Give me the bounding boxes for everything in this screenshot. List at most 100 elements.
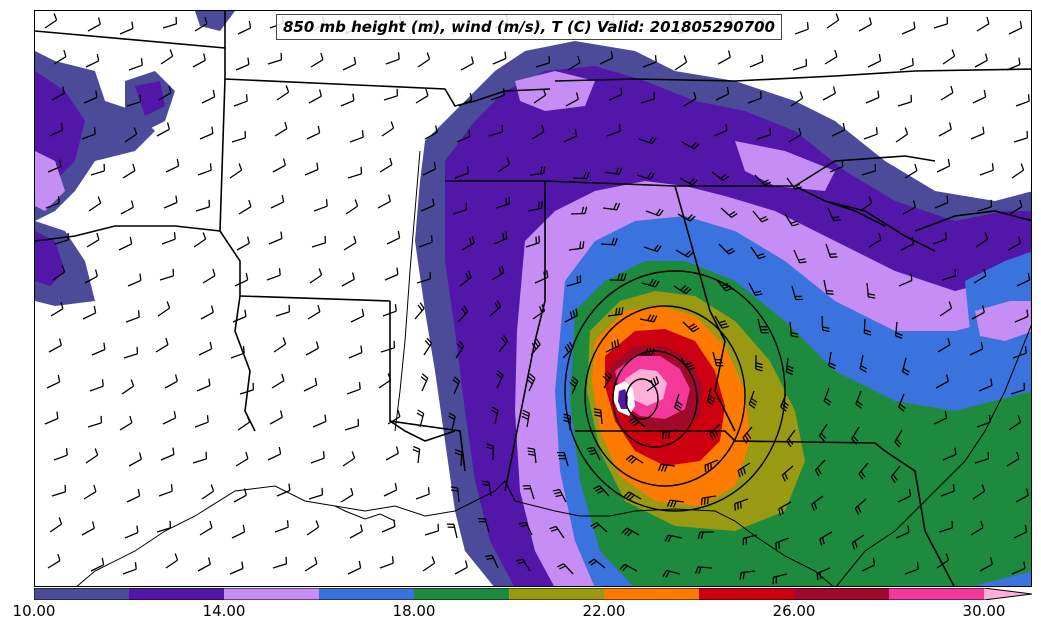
wind-barb (345, 199, 359, 215)
wind-barb (675, 249, 694, 258)
wind-barb (304, 556, 318, 572)
wind-barb (420, 373, 429, 392)
wind-barb (590, 522, 608, 533)
wind-barb (124, 525, 139, 539)
wind-barb (969, 341, 984, 356)
wind-barb (347, 560, 362, 575)
wind-barb (623, 491, 642, 501)
wind-barb (340, 487, 354, 503)
wind-barb (904, 163, 918, 179)
wind-barb (195, 199, 211, 212)
wind-barb (422, 556, 436, 572)
wind-barb (977, 199, 993, 212)
wind-barb (416, 409, 425, 428)
wind-barb (522, 484, 535, 500)
wind-barb (233, 488, 247, 503)
wind-barb (854, 498, 867, 515)
wind-barb (673, 285, 692, 295)
wind-barb (194, 16, 208, 32)
wind-barb (938, 520, 954, 533)
wind-barb (818, 423, 828, 442)
wind-barb (566, 275, 582, 287)
wind-barb (593, 408, 603, 425)
wind-barb (935, 374, 949, 389)
wind-barb (86, 232, 100, 248)
wind-barb (679, 177, 698, 186)
wind-barb (865, 90, 880, 104)
wind-barb (53, 448, 68, 461)
wind-barb (424, 125, 438, 140)
wind-barb (942, 49, 956, 65)
colorbar-bin (34, 588, 130, 600)
wind-barb (446, 523, 458, 539)
wind-barb (557, 563, 574, 575)
wind-barb (664, 534, 683, 543)
colorbar-bin (414, 588, 510, 600)
wind-barb (859, 354, 868, 373)
colorbar-bin (794, 588, 890, 600)
wind-barb (385, 446, 399, 461)
wind-barb (497, 157, 511, 173)
wind-barb (271, 373, 285, 389)
wind-barb (81, 127, 96, 140)
colorbar-bin (509, 588, 605, 600)
wind-barb (231, 130, 247, 143)
wind-barb (52, 265, 66, 281)
wind-barb (239, 382, 255, 395)
wind-barb (785, 357, 794, 376)
wind-barb (165, 158, 180, 173)
wind-barb (53, 49, 67, 65)
wind-barb (521, 409, 530, 428)
wind-barb (515, 558, 531, 572)
wind-barb (423, 337, 433, 356)
wind-barb (1013, 130, 1029, 143)
wind-barb (199, 520, 213, 536)
wind-barb (866, 282, 876, 299)
wind-barb (861, 557, 876, 572)
wind-barb (640, 91, 656, 104)
wind-barb (625, 454, 644, 464)
wind-barb (197, 163, 212, 176)
wind-barb (941, 268, 957, 281)
colorbar-bin (319, 588, 415, 600)
wind-barb (720, 207, 738, 218)
wind-barb (414, 302, 425, 320)
wind-barb (459, 270, 472, 287)
wind-barb (89, 379, 104, 392)
wind-barb (976, 16, 990, 32)
wind-barb (1014, 309, 1029, 323)
wind-barb (565, 92, 579, 107)
wind-barb (386, 230, 401, 245)
wind-barb (700, 495, 717, 506)
wind-barb (972, 89, 987, 104)
wind-barb (418, 235, 433, 248)
wind-barb (742, 426, 753, 444)
wind-barb (646, 376, 660, 392)
wind-barb (754, 174, 772, 186)
wind-barb (900, 236, 915, 251)
wind-barb (643, 244, 662, 253)
wind-barb (755, 354, 763, 372)
wind-barb (1008, 415, 1022, 431)
wind-barb (268, 231, 283, 245)
colorbar-tick-label: 18.00 (392, 602, 436, 620)
wind-barb (588, 558, 606, 569)
wind-barb (534, 270, 549, 284)
wind-barb (201, 484, 215, 500)
wind-barb (125, 310, 140, 323)
wind-barb (156, 122, 170, 137)
wind-barb (974, 451, 990, 464)
wind-barb (378, 373, 392, 389)
wind-barb (490, 406, 499, 425)
wind-barb (525, 235, 540, 248)
wind-barb (202, 268, 216, 284)
wind-barb (532, 304, 546, 320)
wind-barb (858, 462, 869, 480)
wind-barb (742, 534, 758, 546)
wind-barb (489, 300, 502, 317)
wind-barb (46, 374, 61, 389)
wind-barb (160, 447, 175, 461)
wind-barb (1013, 524, 1028, 539)
wind-barb (44, 411, 59, 425)
wind-barb (572, 171, 590, 180)
